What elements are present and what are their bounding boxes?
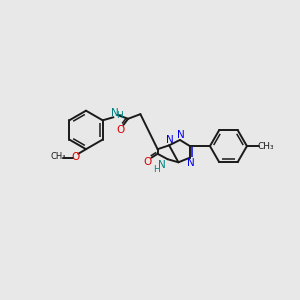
Text: N: N [166, 135, 174, 145]
Text: H: H [116, 111, 123, 120]
Text: N: N [187, 158, 195, 168]
Text: O: O [143, 157, 152, 167]
Text: CH₃: CH₃ [257, 142, 274, 151]
Text: N: N [158, 160, 166, 170]
Text: H: H [154, 166, 160, 175]
Text: N: N [111, 108, 119, 118]
Text: O: O [71, 152, 79, 162]
Text: CH₃: CH₃ [50, 152, 66, 161]
Text: N: N [177, 130, 184, 140]
Text: O: O [116, 124, 124, 135]
